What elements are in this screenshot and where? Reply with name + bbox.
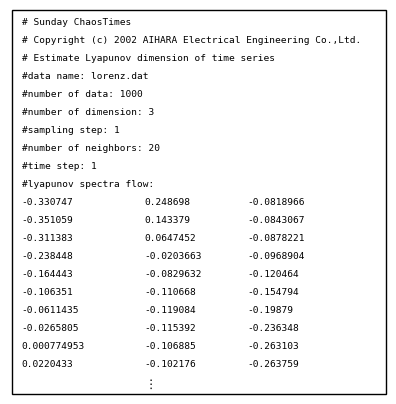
Text: -0.115392: -0.115392 [145, 324, 196, 333]
Text: -0.351059: -0.351059 [22, 216, 74, 225]
Text: # Estimate Lyapunov dimension of time series: # Estimate Lyapunov dimension of time se… [22, 54, 275, 63]
Text: -0.0829632: -0.0829632 [145, 270, 202, 279]
Text: -0.119084: -0.119084 [145, 306, 196, 315]
Text: -0.0968904: -0.0968904 [248, 252, 305, 261]
Text: -0.106885: -0.106885 [145, 342, 196, 351]
Text: #lyapunov spectra flow:: #lyapunov spectra flow: [22, 180, 154, 189]
Text: -0.330747: -0.330747 [22, 198, 74, 207]
Text: ⋮: ⋮ [145, 378, 157, 391]
Text: #data name: lorenz.dat: #data name: lorenz.dat [22, 72, 148, 81]
Text: # Copyright (c) 2002 AIHARA Electrical Engineering Co.,Ltd.: # Copyright (c) 2002 AIHARA Electrical E… [22, 36, 361, 45]
Text: 0.143379: 0.143379 [145, 216, 190, 225]
Text: -0.164443: -0.164443 [22, 270, 74, 279]
FancyBboxPatch shape [12, 10, 386, 394]
Text: 0.0220433: 0.0220433 [22, 360, 74, 369]
Text: -0.120464: -0.120464 [248, 270, 299, 279]
Text: -0.0265805: -0.0265805 [22, 324, 79, 333]
Text: -0.102176: -0.102176 [145, 360, 196, 369]
Text: #time step: 1: #time step: 1 [22, 162, 97, 171]
Text: 0.0647452: 0.0647452 [145, 234, 196, 243]
Text: -0.0818966: -0.0818966 [248, 198, 305, 207]
Text: #number of data: 1000: #number of data: 1000 [22, 90, 143, 99]
Text: #number of neighbors: 20: #number of neighbors: 20 [22, 144, 160, 153]
Text: -0.110668: -0.110668 [145, 288, 196, 297]
Text: -0.263103: -0.263103 [248, 342, 299, 351]
Text: -0.0611435: -0.0611435 [22, 306, 79, 315]
Text: #number of dimension: 3: #number of dimension: 3 [22, 108, 154, 117]
Text: #sampling step: 1: #sampling step: 1 [22, 126, 120, 135]
Text: -0.0878221: -0.0878221 [248, 234, 305, 243]
Text: -0.0203663: -0.0203663 [145, 252, 202, 261]
Text: -0.236348: -0.236348 [248, 324, 299, 333]
Text: # Sunday ChaosTimes: # Sunday ChaosTimes [22, 18, 131, 27]
Text: -0.0843067: -0.0843067 [248, 216, 305, 225]
Text: -0.106351: -0.106351 [22, 288, 74, 297]
Text: -0.238448: -0.238448 [22, 252, 74, 261]
Text: 0.000774953: 0.000774953 [22, 342, 85, 351]
Text: 0.248698: 0.248698 [145, 198, 190, 207]
Text: -0.311383: -0.311383 [22, 234, 74, 243]
Text: -0.154794: -0.154794 [248, 288, 299, 297]
Text: -0.263759: -0.263759 [248, 360, 299, 369]
Text: -0.19879: -0.19879 [248, 306, 293, 315]
